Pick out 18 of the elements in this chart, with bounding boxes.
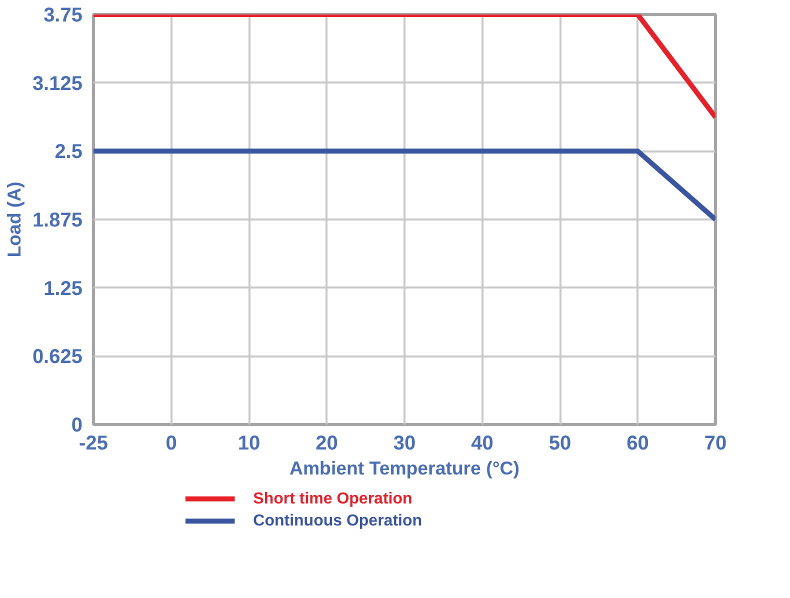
- x-tick-label: 50: [548, 432, 572, 454]
- y-tick-label: 2.5: [54, 141, 83, 164]
- x-tick-label: 20: [316, 432, 338, 454]
- x-tick-label: 70: [704, 432, 727, 454]
- y-tick-label: 3.125: [32, 72, 83, 95]
- x-tick-label: 40: [471, 432, 494, 454]
- x-tick-label: 0: [166, 432, 177, 454]
- y-tick-label: 0.625: [32, 346, 83, 368]
- x-tick-label: 60: [626, 432, 649, 454]
- legend-label: Short time Operation: [253, 490, 412, 508]
- x-tick-label: 10: [238, 432, 260, 454]
- x-tick-label: 30: [393, 432, 416, 454]
- y-tick-label: 1.25: [44, 278, 83, 300]
- x-axis-title: Ambient Temperature (°C): [290, 458, 520, 478]
- y-tick-label: 3.75: [44, 4, 83, 26]
- y-tick-label: 1.875: [32, 210, 83, 232]
- y-axis-title: Load (A): [3, 182, 24, 258]
- legend-label: Continuous Operation: [253, 512, 422, 530]
